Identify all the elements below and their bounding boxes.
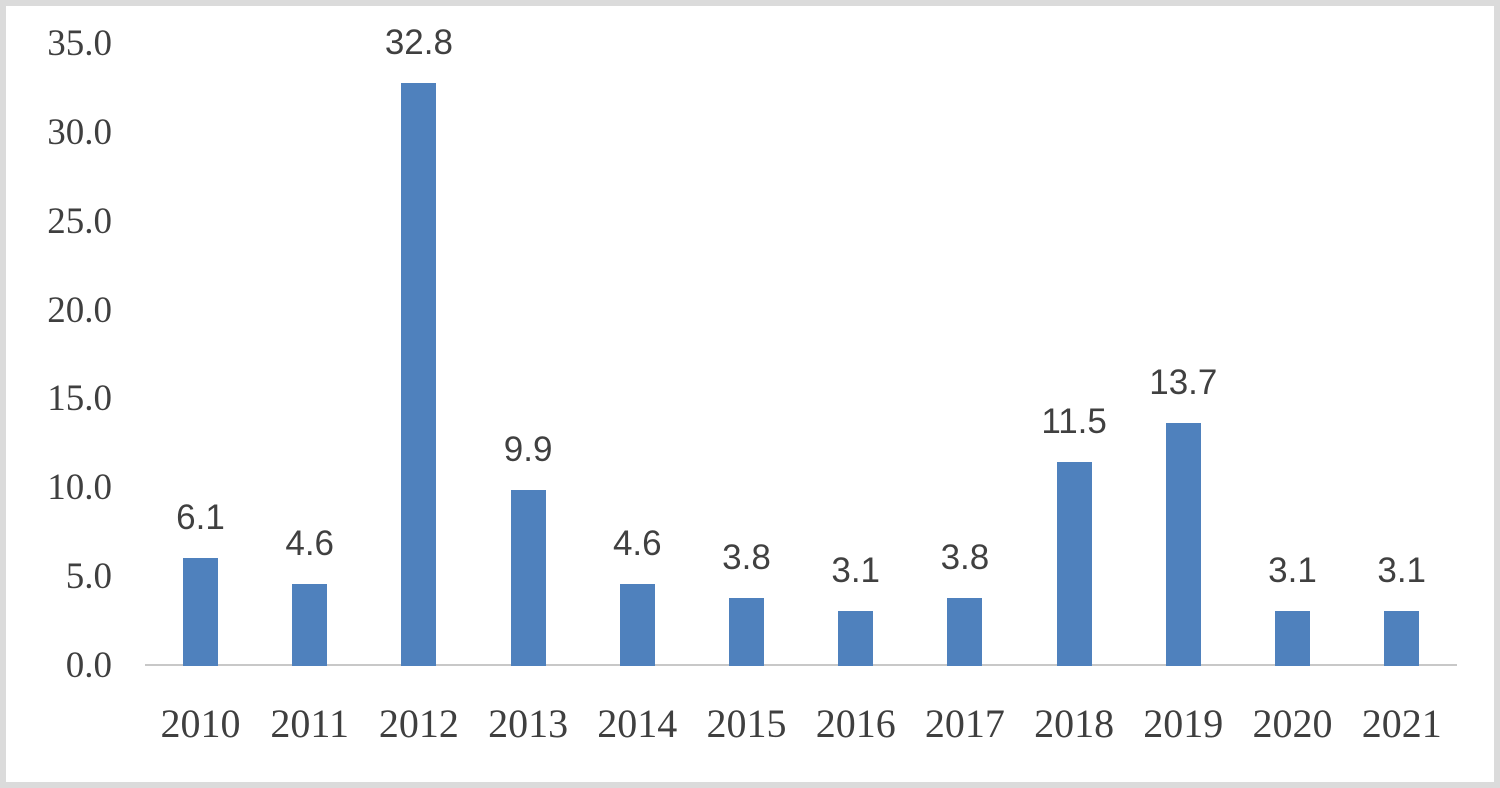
bar-value-label: 4.6 (285, 524, 335, 564)
bar-value-label: 3.1 (831, 550, 881, 590)
y-axis-tick-label: 30.0 (47, 111, 112, 153)
bar-value-label: 4.6 (612, 524, 662, 564)
x-axis-tick-label: 2018 (1034, 701, 1115, 746)
bar-value-label: 3.8 (722, 538, 771, 578)
bar-value-label: 13.7 (1149, 362, 1218, 402)
x-axis-tick-label: 2020 (1252, 701, 1333, 746)
y-axis-tick-label: 0.0 (65, 645, 112, 686)
y-axis-tick-label: 20.0 (47, 289, 112, 331)
bar-2015 (729, 598, 764, 666)
bar-2013 (510, 490, 546, 666)
y-axis-tick-label: 25.0 (47, 200, 112, 242)
bar-2016 (838, 610, 874, 666)
x-axis-tick-label: 2016 (815, 701, 896, 746)
y-axis-tick-label: 35.0 (47, 23, 112, 64)
bar-value-label: 11.5 (1041, 401, 1107, 441)
bar-2017 (947, 598, 983, 666)
x-axis-tick-label: 2011 (270, 701, 349, 746)
bar-2018 (1056, 461, 1092, 666)
x-axis-line (145, 664, 1457, 666)
bar-2021 (1384, 610, 1420, 666)
bar-2011 (292, 584, 328, 666)
x-axis-tick-label: 2021 (1361, 701, 1442, 746)
bar-value-label: 3.8 (940, 538, 990, 578)
bar-2014 (619, 584, 655, 666)
x-axis-tick-label: 2010 (160, 701, 241, 746)
x-axis-tick-label: 2013 (488, 701, 569, 746)
bar-2020 (1275, 610, 1310, 666)
bar-value-label: 9.9 (503, 430, 553, 470)
bar-2019 (1165, 422, 1201, 666)
x-axis-tick-label: 2012 (378, 701, 459, 746)
bar-2012 (401, 83, 437, 666)
bar-value-label: 6.1 (176, 497, 225, 537)
bar-2010 (183, 557, 218, 666)
x-axis-tick-label: 2019 (1143, 701, 1224, 746)
bar-value-label: 3.1 (1268, 550, 1317, 590)
x-axis-tick-label: 2015 (706, 701, 787, 746)
y-axis-tick-label: 5.0 (65, 556, 112, 598)
x-axis-tick-label: 2017 (924, 701, 1005, 746)
bar-value-label: 3.1 (1377, 550, 1427, 590)
bar-value-label: 32.8 (384, 23, 453, 63)
y-axis-tick-label: 15.0 (47, 378, 112, 420)
x-axis-tick-label: 2014 (597, 701, 678, 746)
y-axis-tick-label: 10.0 (47, 467, 112, 509)
